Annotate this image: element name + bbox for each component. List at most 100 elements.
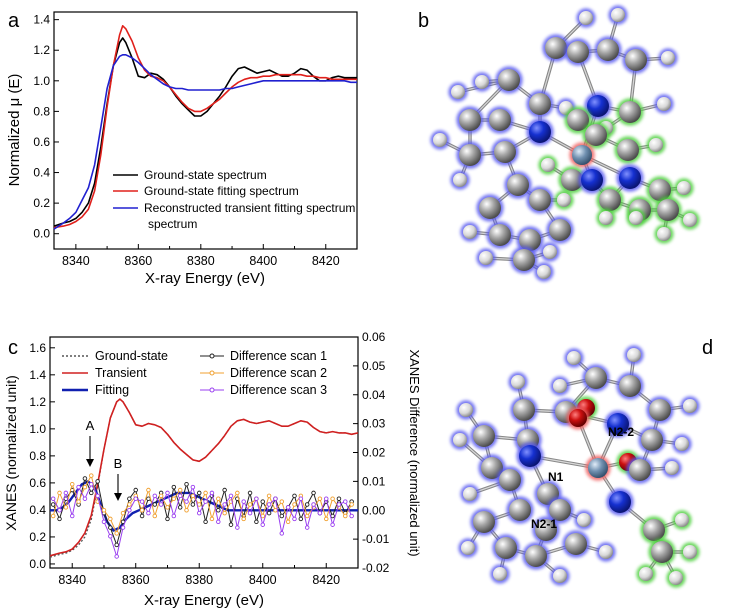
annotation-b-arrowhead [114,493,122,501]
carbon-atom [519,229,541,251]
chart-a-series-ground-state-fitting-spectrum [53,24,357,229]
chart-c-point-difference-scan-3 [203,499,208,504]
chart-a-ytick-label: 0.4 [33,166,50,180]
chart-c-point-difference-scan-2 [76,499,81,504]
chart-a-xtick-label: 8380 [187,254,215,268]
carbon-atom [567,109,589,131]
chart-c-y2tick-label: 0.03 [362,417,386,431]
chart-c-point-difference-scan-3 [266,502,272,507]
chart-c-point-difference-scan-3 [108,533,113,539]
legend-label-scan2: Difference scan 2 [230,366,327,380]
chart-c-xtick-label: 8340 [58,573,86,587]
legend-marker-scan2 [209,370,215,376]
hydrogen-atom [675,437,689,451]
panel-label-c: c [8,337,18,359]
chart-c-point-difference-scan-2 [50,513,56,519]
chart-c-point-difference-scan-3 [190,484,196,490]
chart-c-point-difference-scan-3 [343,499,348,504]
nitrogen-atom [587,95,609,117]
chart-a: 8340 8360 8380 8400 8420 0.0 0.2 0.4 0.6 0.8 1.0 1.… [6,11,358,287]
chart-a-ytick-label: 0.6 [33,135,50,149]
carbon-atom [549,219,571,241]
chart-c-point-difference-scan-3 [120,525,126,530]
carbon-atom [529,93,551,115]
chart-c-series-ground-state [49,398,359,558]
carbon-atom [473,511,495,533]
chart-c-point-difference-scan-1 [254,519,259,525]
hydrogen-atom [459,403,473,417]
chart-c-xtick-label: 8380 [185,573,213,587]
hydrogen-atom [657,227,671,241]
hydrogen-atom [451,85,465,99]
carbon-atom [567,41,589,63]
carbon-atom [619,375,641,397]
hydrogen-atom [557,193,571,207]
chart-c-point-difference-scan-1 [298,516,304,522]
chart-c-ytick-label: 1.2 [29,395,46,409]
chart-a-legend: Ground-state spectrum Ground-state fitti… [113,168,355,231]
chart-c-point-difference-scan-1 [292,493,297,499]
hydrogen-atom [649,138,663,152]
chart-c-point-difference-scan-2 [222,510,227,516]
chart-c-ytick-label: 0.2 [29,530,46,544]
chart-c-point-difference-scan-1 [177,505,183,510]
chart-a-ytick-label: 1.4 [33,13,50,27]
carbon-atom [513,399,535,421]
nitrogen-atom [619,167,641,189]
chart-c-point-difference-scan-2 [57,490,62,496]
chart-c-point-difference-scan-3 [171,513,177,519]
chart-c-point-difference-scan-2 [101,508,107,513]
legend-label-ground: Ground-state spectrum [144,168,267,182]
chart-c-point-difference-scan-3 [127,508,132,513]
nitrogen-atom [581,169,603,191]
chart-c-xtick-label: 8420 [312,573,340,587]
chart-c-point-difference-scan-2 [69,482,75,487]
nitrogen-atom [607,413,629,435]
hydrogen-atom [683,213,697,227]
chart-c-point-difference-scan-3 [184,499,189,504]
chart-c-point-difference-scan-2 [317,496,323,501]
hydrogen-atom [453,173,467,187]
legend-marker-scan3 [209,387,215,393]
chart-c-point-difference-scan-3 [216,519,221,525]
chart-c-point-difference-scan-3 [152,493,158,499]
chart-c-point-difference-scan-3 [298,496,304,501]
chart-c-point-difference-scan-1 [336,496,342,501]
hydrogen-atom [599,545,613,559]
chart-c-point-difference-scan-3 [323,496,329,501]
panel-label-a: a [8,10,20,32]
chart-c-point-difference-scan-3 [165,490,170,496]
chart-c-point-difference-scan-3 [247,510,253,516]
chart-c-point-difference-scan-3 [317,510,323,516]
chart-c-y2tick-label: 0.05 [362,359,386,373]
legend-marker-scan1 [209,353,215,359]
chart-c-point-difference-scan-2 [209,516,215,522]
legend-label-transient-line2: spectrum [148,217,197,231]
hydrogen-atom [433,133,447,147]
chart-c-point-difference-scan-1 [127,496,132,501]
carbon-atom [643,519,665,541]
hydrogen-atom [599,211,613,225]
carbon-atom [649,179,671,201]
chart-c-point-difference-scan-2 [323,516,329,522]
carbon-atom [617,139,639,161]
chart-c-annotation-a: A [86,418,95,467]
chart-c-point-difference-scan-3 [304,525,310,530]
chart-a-xtick-label: 8360 [124,254,152,268]
carbon-atom [513,249,535,271]
legend-label-scan3: Difference scan 3 [230,383,327,397]
chart-c-y2tick-label: 0.01 [362,474,386,488]
hydrogen-atom [665,461,679,475]
chart-c-point-difference-scan-2 [247,502,253,507]
chart-c-point-difference-scan-2 [158,493,164,499]
hydrogen-atom [639,567,653,581]
chart-c-point-difference-scan-3 [101,519,107,525]
molecule-d [450,345,700,588]
chart-c-point-difference-scan-2 [216,496,221,501]
chart-c-point-difference-scan-1 [184,482,189,487]
chart-c-point-difference-scan-2 [260,513,265,519]
chart-c-ytick-label: 1.0 [29,422,46,436]
carbon-atom [619,101,641,123]
legend-label-fitting: Fitting [95,383,129,397]
